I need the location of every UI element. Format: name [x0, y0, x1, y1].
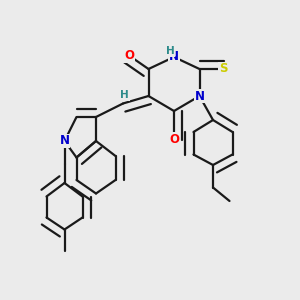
Text: N: N	[59, 134, 70, 148]
Text: N: N	[169, 50, 179, 64]
Text: O: O	[124, 49, 134, 62]
Text: H: H	[166, 46, 175, 56]
Text: N: N	[194, 89, 205, 103]
Text: H: H	[120, 90, 129, 100]
Text: O: O	[169, 133, 179, 146]
Text: S: S	[219, 62, 228, 76]
